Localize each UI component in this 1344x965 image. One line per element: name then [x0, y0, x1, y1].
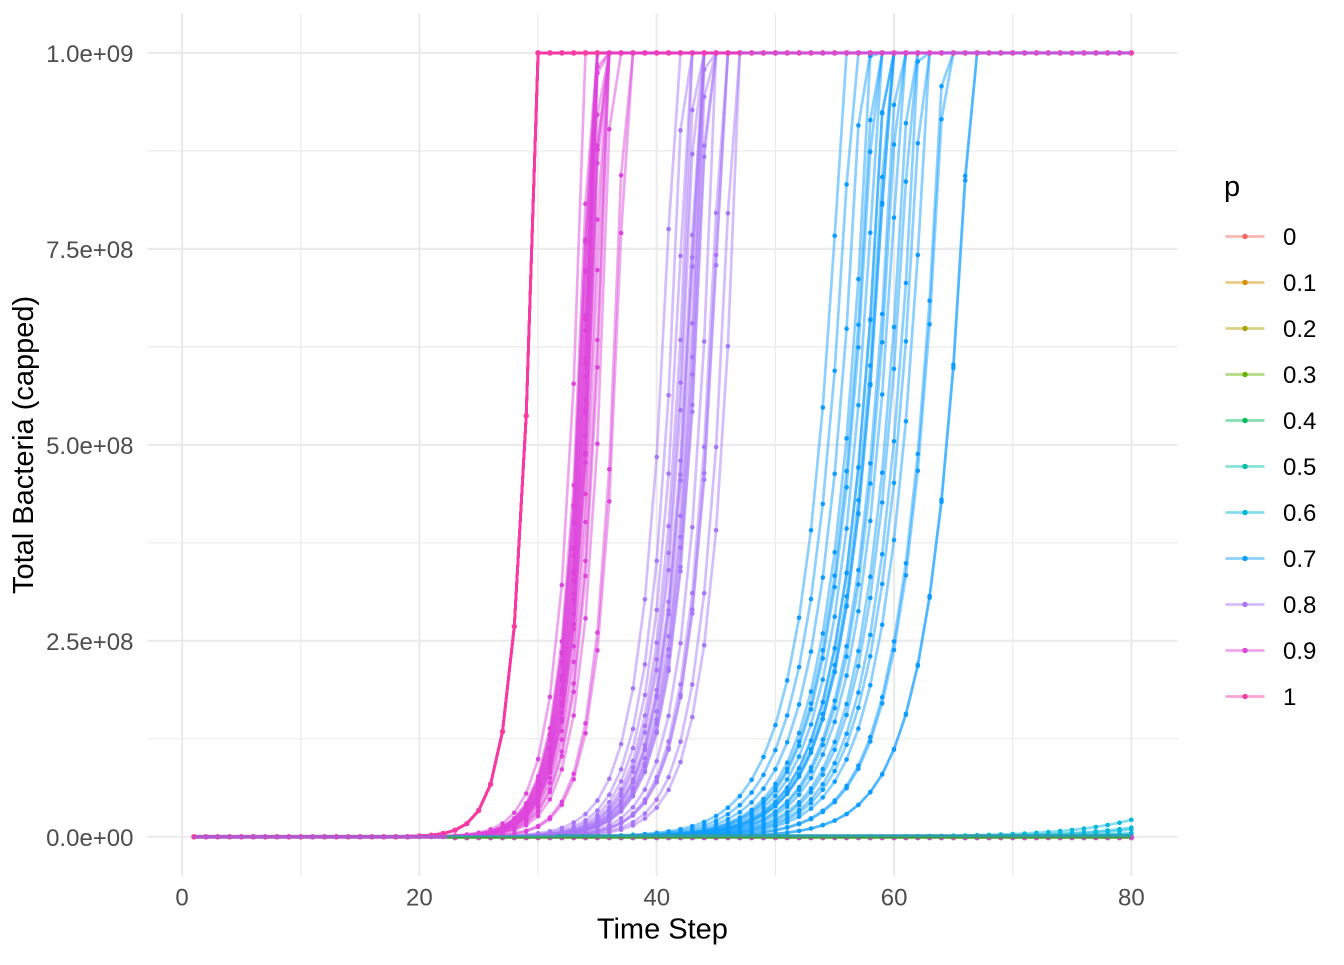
svg-text:p: p	[1224, 171, 1240, 203]
svg-text:1: 1	[1283, 684, 1296, 711]
svg-text:0.3: 0.3	[1283, 362, 1316, 389]
svg-text:40: 40	[643, 885, 670, 912]
svg-text:5.0e+08: 5.0e+08	[46, 433, 133, 460]
svg-text:0: 0	[1283, 224, 1296, 251]
svg-text:0.7: 0.7	[1283, 546, 1316, 573]
svg-text:0: 0	[175, 885, 188, 912]
svg-text:0.5: 0.5	[1283, 454, 1316, 481]
svg-text:0.8: 0.8	[1283, 592, 1316, 619]
svg-text:2.5e+08: 2.5e+08	[46, 629, 133, 656]
svg-text:0.2: 0.2	[1283, 316, 1316, 343]
svg-text:80: 80	[1118, 885, 1145, 912]
svg-text:Total Bacteria (capped): Total Bacteria (capped)	[8, 296, 40, 594]
svg-text:0.0e+00: 0.0e+00	[46, 825, 133, 852]
svg-text:20: 20	[406, 885, 433, 912]
svg-text:Time Step: Time Step	[597, 914, 728, 946]
svg-text:0.9: 0.9	[1283, 638, 1316, 665]
svg-text:1.0e+09: 1.0e+09	[46, 41, 133, 68]
svg-text:0.6: 0.6	[1283, 500, 1316, 527]
svg-text:0.1: 0.1	[1283, 270, 1316, 297]
svg-text:60: 60	[881, 885, 908, 912]
svg-text:7.5e+08: 7.5e+08	[46, 237, 133, 264]
svg-text:0.4: 0.4	[1283, 408, 1316, 435]
